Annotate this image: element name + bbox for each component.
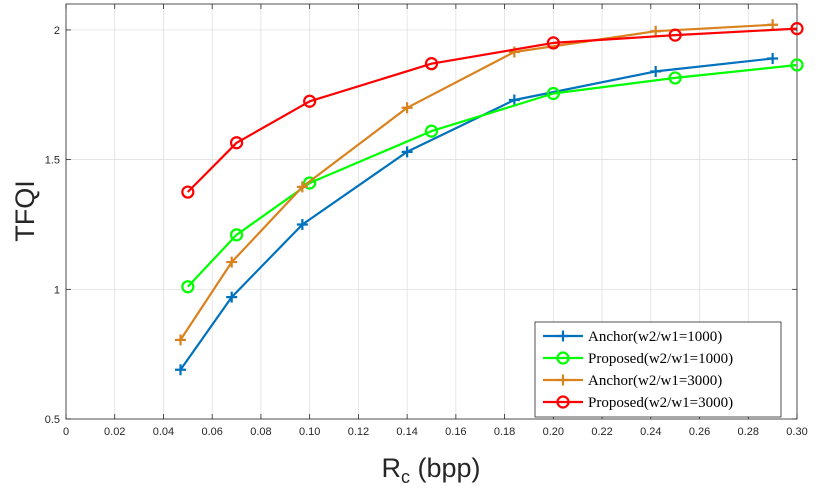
circle-marker (229, 228, 244, 242)
x-tick-label: 0.16 (445, 426, 466, 438)
x-tick-label: 0.24 (640, 426, 661, 438)
circle-marker (668, 28, 682, 42)
y-tick-label: 0.5 (45, 414, 60, 426)
x-tick-label: 0 (63, 426, 69, 438)
series (175, 19, 779, 346)
series-line (187, 27, 798, 193)
circle-marker (303, 94, 317, 108)
plus-marker (296, 218, 308, 230)
x-tick-label: 0.14 (396, 426, 417, 438)
x-tick-label: 0.20 (543, 426, 564, 438)
plus-marker (767, 52, 779, 64)
plus-marker (557, 374, 569, 386)
plus-marker (175, 334, 187, 346)
x-axis-label-unit: (bpp) (410, 453, 481, 483)
ticks: 0 0.02 0.04 0.06 0.08 0.10 0.12 0.14 0.16 0.18 0.2… (45, 4, 808, 438)
x-tick-label: 0.10 (299, 426, 320, 438)
plus-marker (401, 102, 413, 114)
series-group (175, 19, 804, 376)
circle-marker (546, 86, 560, 101)
plus-marker (650, 65, 662, 77)
circle-marker (668, 71, 682, 85)
series (175, 52, 779, 376)
x-axis-label-main: R (381, 453, 401, 483)
legend: Anchor(w2/w1=1000) Proposed(w2/w1=1000) An… (534, 321, 782, 418)
plus-marker (175, 364, 187, 376)
circle-marker (181, 185, 195, 199)
legend-entry: Proposed(w2/w1=1000) (543, 351, 733, 367)
legend-entry: Proposed(w2/w1=3000) (543, 395, 733, 411)
x-axis-label: Rc (bpp) (381, 453, 480, 487)
series-line (186, 63, 798, 288)
y-axis-label: TFQI (10, 180, 40, 242)
y-tick-label: 2 (54, 25, 60, 37)
circle-marker (546, 36, 560, 50)
x-tick-label: 0.12 (348, 426, 369, 438)
circle-marker (424, 124, 439, 138)
x-tick-label: 0.04 (153, 426, 174, 438)
y-tick-label: 1.5 (45, 155, 60, 167)
plus-marker (226, 256, 238, 268)
legend-entry: Anchor(w2/w1=3000) (543, 373, 722, 389)
x-axis-label-subscript: c (401, 467, 410, 487)
plus-marker (401, 146, 413, 158)
x-tick-label: 0.26 (689, 426, 710, 438)
circle-marker (556, 395, 570, 409)
x-tick-label: 0.06 (201, 426, 222, 438)
plus-marker (508, 46, 520, 58)
plus-marker (557, 330, 569, 342)
x-tick-label: 0.22 (591, 426, 612, 438)
x-tick-label: 0.30 (786, 426, 807, 438)
circle-marker (229, 136, 244, 150)
x-tick-label: 0.28 (738, 426, 759, 438)
series (181, 58, 804, 294)
circle-marker (790, 58, 804, 72)
legend-label: Proposed(w2/w1=1000) (588, 351, 733, 367)
plot-frame (65, 3, 798, 420)
circle-marker (556, 351, 570, 365)
x-tick-label: 0.08 (250, 426, 271, 438)
x-tick-label: 0.18 (494, 426, 515, 438)
plus-marker (296, 181, 308, 193)
x-tick-label: 0.02 (104, 426, 125, 438)
legend-label: Anchor(w2/w1=1000) (588, 329, 722, 345)
y-tick-label: 1 (54, 284, 60, 296)
plus-marker (226, 291, 238, 303)
legend-entry: Anchor(w2/w1=1000) (543, 329, 722, 345)
plus-marker (650, 25, 662, 37)
circle-marker (181, 280, 195, 294)
plus-marker (508, 94, 520, 106)
series (181, 22, 804, 199)
legend-label: Proposed(w2/w1=3000) (588, 395, 733, 411)
circle-marker (424, 57, 439, 71)
circle-marker (790, 22, 804, 36)
circle-marker (303, 176, 317, 190)
legend-label: Anchor(w2/w1=3000) (588, 373, 722, 389)
plus-marker (767, 19, 779, 31)
